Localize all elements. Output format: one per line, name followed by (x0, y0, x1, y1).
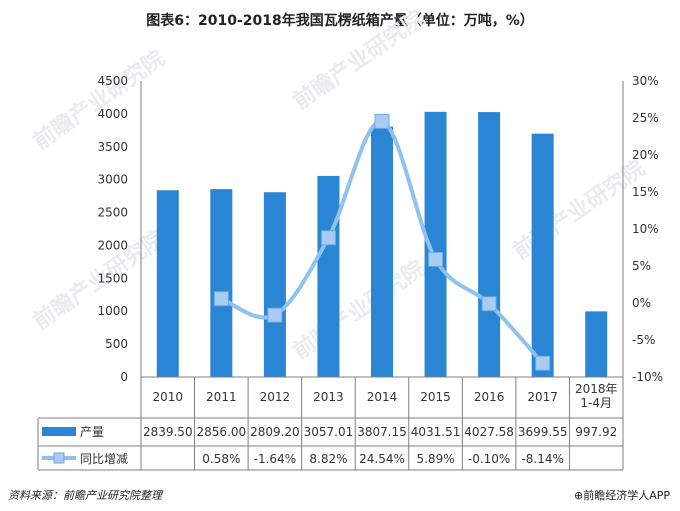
chart-title: 图表6：2010-2018年我国瓦楞纸箱产量（单位：万吨，%） (146, 13, 534, 29)
line-value-label: -1.64% (254, 452, 296, 466)
right-axis-tick-label: 10% (632, 222, 659, 236)
line-value-label: 0.58% (202, 452, 240, 466)
watermark-4: 前瞻产业研究院 (509, 155, 650, 265)
category-label: 2017 (527, 390, 558, 404)
category-label: 2018年 1-4月 (575, 382, 618, 410)
bar-value-label: 4031.51 (411, 425, 461, 439)
line-value-label: 5.89% (416, 452, 454, 466)
left-axis-tick-label: 1500 (97, 271, 128, 285)
legend-bar-swatch (42, 427, 76, 436)
line-value-label: 24.54% (359, 452, 405, 466)
category-label: 2011 (206, 390, 237, 404)
left-axis-tick-label: 500 (105, 337, 128, 351)
bar-4 (317, 175, 340, 377)
right-axis-tick-label: 30% (632, 74, 659, 88)
left-axis-tick-label: 4500 (97, 74, 128, 88)
brand-note: ⊕前瞻经济学人APP (573, 489, 670, 502)
bar-6 (424, 111, 447, 378)
category-label: 2010 (153, 390, 184, 404)
left-axis-tick-label: 2500 (97, 206, 128, 220)
bar-2 (210, 189, 233, 377)
category-label: 2016 (474, 390, 505, 404)
bar-value-label: 3807.15 (357, 425, 407, 439)
bar-value-label: 3057.01 (304, 425, 354, 439)
right-axis-tick-label: 0% (632, 296, 651, 310)
left-axis-tick-label: 1000 (97, 304, 128, 318)
left-axis-tick-label: 0 (120, 370, 128, 384)
bar-9 (585, 311, 608, 377)
line-marker-8 (535, 355, 551, 371)
bar-value-label: 3699.55 (518, 425, 568, 439)
left-axis-tick-label: 3500 (97, 140, 128, 154)
legend-bar-label: 产量 (80, 425, 104, 439)
line-marker-2 (213, 291, 229, 307)
watermark-2: 前瞻产业研究院 (289, 5, 430, 115)
legend-line-label: 同比增减 (80, 452, 128, 466)
right-axis-tick-label: -5% (632, 333, 655, 347)
bar-value-label: 4027.58 (464, 425, 514, 439)
right-axis-tick-label: 20% (632, 148, 659, 162)
category-label: 2014 (367, 390, 398, 404)
line-marker-6 (428, 251, 444, 267)
line-marker-3 (267, 307, 283, 323)
line-value-label: 8.82% (309, 452, 347, 466)
bar-8 (531, 133, 554, 377)
line-marker-7 (481, 296, 497, 312)
bar-5 (371, 126, 393, 378)
right-axis-tick-label: 15% (632, 185, 659, 199)
source-note: 资料来源：前瞻产业研究院整理 (8, 489, 162, 502)
watermark-0: 前瞻产业研究院 (29, 45, 170, 155)
category-label: 2015 (420, 390, 451, 404)
line-marker-4 (320, 230, 336, 246)
left-axis-tick-label: 4000 (97, 107, 128, 121)
right-axis-tick-label: -10% (632, 370, 663, 384)
category-label: 2012 (260, 390, 291, 404)
line-marker-5 (374, 113, 390, 129)
bar-value-label: 2809.20 (250, 425, 300, 439)
bar-3 (263, 192, 286, 377)
right-axis-tick-label: 5% (632, 259, 651, 273)
category-label: 2013 (313, 390, 344, 404)
bar-1 (156, 190, 179, 377)
bar-value-label: 2856.00 (197, 425, 247, 439)
left-axis-tick-label: 3000 (97, 173, 128, 187)
bar-7 (478, 112, 501, 377)
line-value-label: -8.14% (521, 452, 563, 466)
line-value-label: -0.10% (468, 452, 510, 466)
left-axis-tick-label: 2000 (97, 238, 128, 252)
bar-value-label: 997.92 (575, 425, 617, 439)
legend-line-marker (53, 452, 65, 464)
bar-value-label: 2839.50 (143, 425, 193, 439)
right-axis-tick-label: 25% (632, 111, 659, 125)
